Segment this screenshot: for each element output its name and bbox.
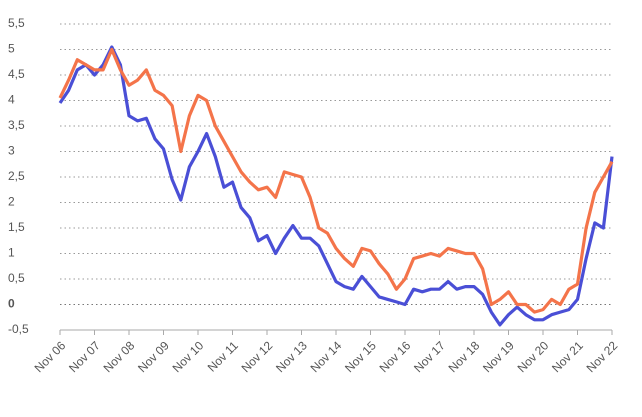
x-tick-label: Nov 15 (342, 338, 379, 375)
x-tick-label: Nov 18 (446, 338, 483, 375)
y-tick-label: 4,5 (8, 67, 25, 81)
y-tick-label: 3 (8, 144, 15, 158)
y-tick-label: 0,5 (8, 271, 25, 285)
line-series (58, 47, 614, 314)
y-tick-label: 5 (8, 42, 15, 56)
x-tick-label: Nov 21 (549, 338, 586, 375)
x-tick-label: Nov 16 (377, 338, 414, 375)
y-tick-label: 2,5 (8, 169, 25, 183)
x-tick-label: Nov 19 (480, 338, 517, 375)
y-tick-label: 5,5 (8, 16, 25, 30)
x-tick-label: Nov 07 (66, 338, 103, 375)
x-tick-label: Nov 10 (170, 338, 207, 375)
y-tick-label: 4 (8, 93, 15, 107)
line-series (58, 45, 614, 327)
x-tick-label: Nov 14 (308, 338, 345, 375)
x-tick-label: Nov 09 (135, 338, 172, 375)
y-tick-label: -0,5 (8, 322, 29, 336)
x-tick-label: Nov 17 (411, 338, 448, 375)
x-tick-label: Nov 12 (239, 338, 276, 375)
y-tick-label: 2 (8, 195, 15, 209)
x-tick-label: Nov 11 (205, 338, 241, 374)
y-tick-label: 3,5 (8, 118, 25, 132)
x-tick-label: Nov 20 (515, 338, 552, 375)
x-tick-label: Nov 13 (273, 338, 310, 375)
y-tick-label: 0 (8, 297, 15, 311)
x-tick-label: Nov 06 (32, 338, 69, 375)
x-tick-label: Nov 08 (101, 338, 138, 375)
y-tick-label: 1 (8, 246, 15, 260)
x-tick-label: Nov 22 (584, 338, 621, 375)
y-tick-label: 1,5 (8, 220, 25, 234)
